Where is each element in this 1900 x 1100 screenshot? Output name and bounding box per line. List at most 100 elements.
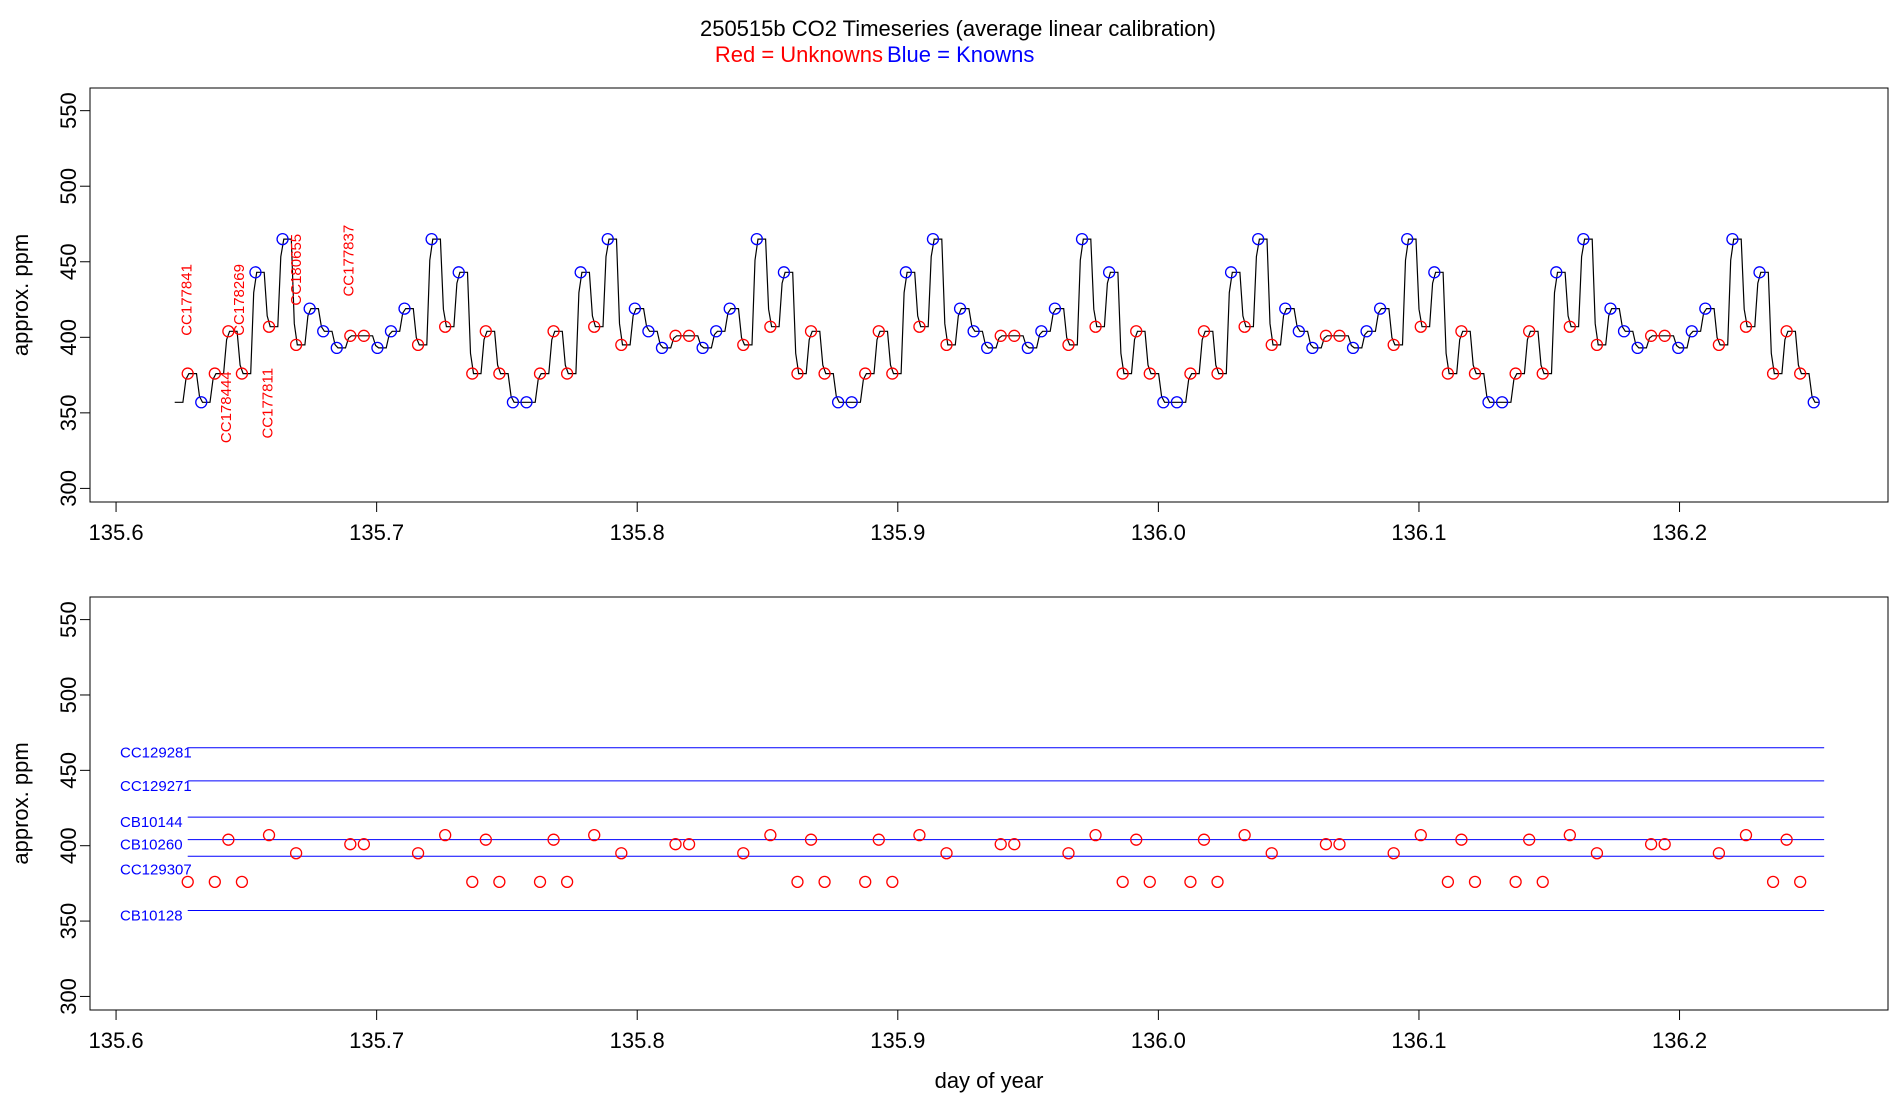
unknown-point [1658, 838, 1671, 851]
unknown-point [547, 833, 560, 846]
unknown-marker [1238, 320, 1251, 333]
known-marker [1753, 266, 1766, 279]
known-marker [1807, 396, 1820, 409]
legend-knowns: Blue = Knowns [887, 42, 1034, 67]
unknown-marker [208, 367, 221, 380]
unknown-point [493, 875, 506, 889]
y-tick-label: 300 [56, 470, 81, 507]
unknown-point [1265, 847, 1278, 860]
unknown-marker [222, 325, 235, 338]
y-tick-label: 450 [56, 752, 81, 789]
unknown-point [1387, 847, 1400, 860]
unknown-point [1590, 847, 1604, 860]
unknown-marker [1644, 329, 1658, 342]
known-marker [574, 266, 587, 279]
unknown-marker [588, 320, 601, 333]
known-marker [1401, 232, 1414, 246]
unknown-point [411, 847, 425, 860]
unknown-marker [1536, 367, 1549, 380]
known-marker [1726, 232, 1739, 246]
unknown-marker [1468, 367, 1482, 380]
unknown-point [913, 829, 926, 842]
unknown-marker [1590, 338, 1604, 352]
unknown-marker [1455, 325, 1468, 338]
unknown-point [737, 847, 750, 860]
known-marker [249, 266, 262, 279]
unknown-point [466, 875, 479, 889]
known-marker [628, 302, 642, 315]
y-tick-label: 400 [56, 827, 81, 864]
unknown-marker [1089, 320, 1102, 333]
unknown-marker [669, 329, 682, 342]
unknown-point [1766, 875, 1780, 889]
x-tick-label: 135.8 [610, 520, 665, 545]
x-tick-label: 136.0 [1131, 1028, 1186, 1053]
known-marker [384, 325, 398, 338]
unknown-point [1739, 829, 1753, 842]
known-marker [1021, 341, 1034, 355]
unknown-marker [1116, 367, 1129, 380]
y-tick-label: 400 [56, 319, 81, 356]
known-marker [506, 396, 520, 409]
known-marker [1631, 341, 1644, 355]
unknown-marker [357, 329, 371, 342]
unknown-point [357, 838, 371, 851]
unknown-marker [1333, 329, 1346, 342]
unknown-point [588, 829, 601, 842]
known-marker [303, 302, 316, 315]
y-axis-label: approx. ppm [8, 234, 33, 356]
unknown-marker [344, 329, 357, 342]
known-marker [1550, 266, 1563, 279]
reference-label: CC129271 [120, 778, 192, 795]
unknown-point [886, 875, 899, 889]
known-marker [899, 266, 913, 279]
unknown-marker [1658, 329, 1671, 342]
x-tick-label: 136.1 [1391, 520, 1446, 545]
unknown-marker [886, 367, 899, 380]
known-marker [777, 266, 791, 279]
known-marker [425, 232, 438, 246]
unknown-marker [872, 325, 885, 338]
unknown-point [1536, 875, 1549, 889]
unknown-marker [262, 320, 276, 333]
unknown-marker [1563, 320, 1576, 333]
unknown-point [994, 838, 1007, 851]
known-marker [696, 341, 709, 355]
plot-frame [89, 87, 1889, 503]
known-marker [1577, 232, 1590, 246]
y-tick-label: 500 [56, 677, 81, 714]
known-marker [926, 232, 940, 246]
sample-label: CC177837 [340, 225, 357, 297]
x-tick-label: 135.7 [349, 520, 404, 545]
known-marker [1617, 325, 1631, 338]
unknown-point [1130, 833, 1143, 846]
known-marker [1360, 325, 1373, 338]
unknown-point [1184, 875, 1197, 889]
unknown-point [682, 838, 696, 851]
known-marker [195, 396, 208, 409]
unknown-point [1523, 833, 1536, 846]
y-axis-label: approx. ppm [8, 742, 33, 864]
step-trace-line [174, 238, 1819, 403]
known-marker [655, 341, 669, 355]
unknown-point [289, 847, 303, 860]
unknown-marker [940, 338, 953, 352]
unknown-marker [235, 367, 249, 380]
unknown-marker [1739, 320, 1753, 333]
unknown-marker [1265, 338, 1278, 352]
known-marker [1346, 341, 1360, 355]
known-marker [1279, 302, 1292, 315]
x-tick-label: 135.9 [870, 520, 925, 545]
unknown-marker [737, 338, 750, 352]
unknown-point [1319, 838, 1333, 851]
unknown-marker [682, 329, 696, 342]
known-marker [1428, 266, 1441, 279]
unknown-point [439, 829, 452, 842]
unknown-marker [1319, 329, 1333, 342]
known-marker [1495, 396, 1509, 409]
unknown-point [1644, 838, 1658, 851]
unknown-marker [439, 320, 452, 333]
unknown-point [1238, 829, 1251, 842]
unknown-point [479, 833, 492, 846]
y-tick-label: 450 [56, 243, 81, 280]
